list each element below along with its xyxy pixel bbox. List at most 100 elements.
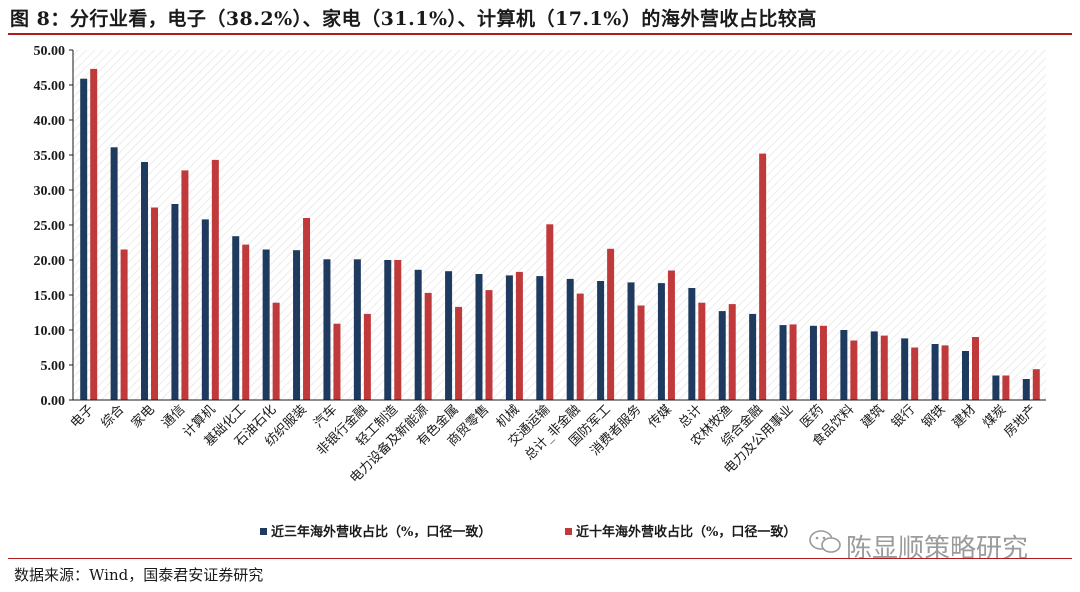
bar-series1-17: [597, 281, 605, 400]
bar-series1-26: [870, 331, 878, 400]
bar-series2-19: [667, 270, 675, 400]
legend-swatch-series1: [260, 528, 267, 535]
bar-series2-7: [303, 218, 311, 400]
y-tick-label: 10.00: [34, 324, 66, 339]
bar-series2-23: [789, 324, 797, 400]
bar-series1-14: [505, 275, 513, 400]
y-tick-label: 30.00: [34, 184, 66, 199]
bar-series1-4: [201, 219, 209, 400]
x-category-label: 钢铁: [919, 402, 948, 431]
bar-series1-12: [445, 271, 453, 400]
y-tick-label: 5.00: [41, 359, 66, 374]
bar-series1-21: [718, 311, 726, 400]
legend-label-series2: 近十年海外营收占比（%，口径一致）: [576, 524, 796, 540]
bar-series2-1: [120, 249, 128, 400]
y-tick-label: 25.00: [34, 219, 66, 234]
data-source: 数据来源：Wind，国泰君安证券研究: [14, 566, 264, 584]
bar-series2-11: [424, 292, 432, 400]
y-tick-label: 20.00: [34, 254, 66, 269]
bar-series2-9: [363, 313, 371, 400]
bar-series2-18: [637, 305, 645, 400]
bar-series1-31: [1022, 379, 1030, 400]
bar-series1-29: [961, 351, 969, 400]
legend-swatch-series2: [565, 528, 572, 535]
bar-series1-23: [779, 325, 787, 400]
bar-series2-21: [728, 304, 736, 400]
x-category-label: 家电: [128, 402, 158, 432]
bar-series1-1: [110, 147, 118, 400]
title-rule: [8, 33, 1072, 35]
y-tick-label: 35.00: [34, 149, 66, 164]
bar-series2-8: [333, 323, 341, 400]
bar-series2-3: [181, 170, 189, 400]
bar-series2-24: [819, 325, 827, 400]
bar-series1-8: [323, 259, 331, 400]
bar-series1-27: [901, 338, 909, 400]
x-category-label: 房地产: [1001, 402, 1040, 441]
bar-series2-16: [576, 293, 584, 400]
bar-series2-30: [1002, 375, 1010, 400]
y-axis: 0.00 5.00 10.00 15.00 20.00 25.00 30.00 35.00 40…: [34, 44, 73, 409]
bar-series1-30: [992, 375, 1000, 400]
bar-series2-29: [971, 337, 979, 400]
bar-series2-12: [455, 306, 463, 400]
plot-background: [73, 50, 1046, 400]
bar-series1-13: [475, 274, 483, 400]
bar-series2-15: [546, 224, 554, 400]
bar-series2-2: [151, 207, 159, 400]
bar-series2-28: [941, 345, 949, 400]
x-category-label: 建筑: [858, 402, 888, 432]
x-category-label: 银行: [889, 402, 918, 431]
legend-label-series1: 近三年海外营收占比（%，口径一致）: [271, 524, 491, 540]
bar-series1-2: [141, 162, 149, 400]
y-tick-label: 50.00: [34, 44, 66, 59]
bar-series2-5: [242, 244, 250, 400]
wechat-logo-icon: [809, 530, 841, 553]
bar-series2-4: [211, 159, 219, 400]
bar-series2-20: [698, 302, 706, 400]
bar-series1-3: [171, 204, 179, 400]
bar-series2-27: [911, 347, 919, 400]
bar-series2-26: [880, 335, 888, 400]
x-category-label: 建材: [950, 402, 979, 431]
watermark: 陈显顺策略研究: [846, 534, 1029, 564]
bar-series2-13: [485, 290, 493, 400]
bar-series1-28: [931, 344, 939, 400]
y-tick-label: 40.00: [34, 114, 66, 129]
x-category-label: 传媒: [646, 402, 675, 431]
bar-series2-17: [607, 248, 615, 400]
bar-series1-7: [293, 250, 301, 400]
chart-title: 图 8：分行业看，电子（38.2%）、家电（31.1%）、计算机（17.1%）的…: [10, 8, 817, 30]
bar-series1-20: [688, 288, 696, 400]
footer-rule: [8, 558, 1072, 559]
bar-series2-0: [90, 68, 98, 401]
y-tick-label: 0.00: [41, 394, 66, 409]
bar-series2-25: [850, 340, 858, 400]
bar-series2-10: [394, 260, 402, 400]
bar-series1-5: [232, 236, 240, 400]
x-category-label: 电子: [68, 402, 97, 431]
bar-series1-15: [536, 276, 544, 400]
bar-series2-22: [759, 153, 767, 400]
legend: 近三年海外营收占比（%，口径一致） 近十年海外营收占比（%，口径一致）: [260, 524, 796, 540]
x-category-label: 综合: [98, 402, 127, 431]
bar-series1-10: [384, 260, 392, 400]
bar-series2-6: [272, 302, 280, 400]
bar-series1-11: [414, 269, 422, 400]
y-tick-label: 45.00: [34, 79, 66, 94]
bar-series1-25: [840, 330, 848, 400]
bar-series1-0: [80, 78, 88, 400]
bar-series1-6: [262, 249, 270, 400]
bar-series2-31: [1032, 369, 1040, 400]
bar-series1-19: [657, 283, 665, 400]
bar-series1-18: [627, 282, 635, 400]
bar-series1-16: [566, 278, 574, 400]
bar-series2-14: [515, 271, 523, 400]
y-tick-label: 15.00: [34, 289, 66, 304]
bar-series1-9: [353, 259, 361, 400]
bar-series1-22: [749, 313, 757, 400]
bar-series1-24: [809, 325, 817, 400]
bar-series: [80, 68, 1040, 401]
